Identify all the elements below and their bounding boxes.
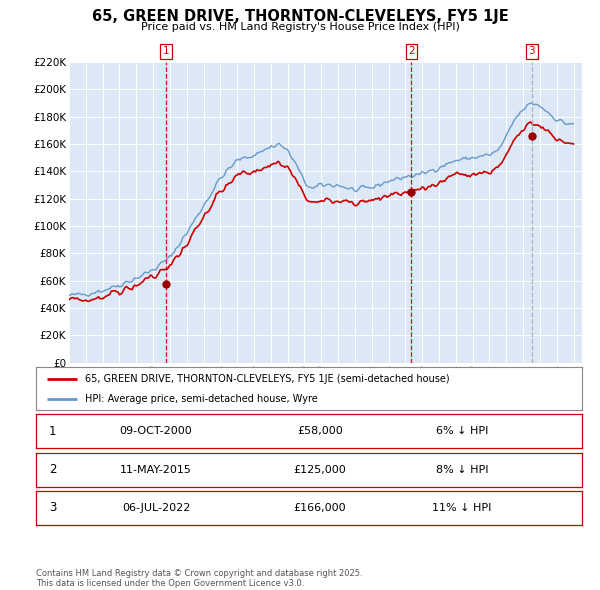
Text: 1: 1: [163, 47, 169, 57]
Text: 06-JUL-2022: 06-JUL-2022: [122, 503, 190, 513]
Text: 2: 2: [49, 463, 56, 476]
Text: £58,000: £58,000: [297, 427, 343, 436]
Text: 09-OCT-2000: 09-OCT-2000: [120, 427, 193, 436]
Text: 8% ↓ HPI: 8% ↓ HPI: [436, 465, 488, 474]
Text: 2: 2: [408, 47, 415, 57]
Text: 11-MAY-2015: 11-MAY-2015: [120, 465, 192, 474]
Text: 11% ↓ HPI: 11% ↓ HPI: [432, 503, 491, 513]
Text: £166,000: £166,000: [293, 503, 346, 513]
Text: 6% ↓ HPI: 6% ↓ HPI: [436, 427, 488, 436]
Text: 3: 3: [49, 502, 56, 514]
Text: Contains HM Land Registry data © Crown copyright and database right 2025.
This d: Contains HM Land Registry data © Crown c…: [36, 569, 362, 588]
Text: 1: 1: [49, 425, 56, 438]
Text: £125,000: £125,000: [293, 465, 346, 474]
Text: 65, GREEN DRIVE, THORNTON-CLEVELEYS, FY5 1JE (semi-detached house): 65, GREEN DRIVE, THORNTON-CLEVELEYS, FY5…: [85, 374, 450, 384]
Text: Price paid vs. HM Land Registry's House Price Index (HPI): Price paid vs. HM Land Registry's House …: [140, 22, 460, 32]
Text: HPI: Average price, semi-detached house, Wyre: HPI: Average price, semi-detached house,…: [85, 394, 318, 404]
Text: 3: 3: [529, 47, 535, 57]
Text: 65, GREEN DRIVE, THORNTON-CLEVELEYS, FY5 1JE: 65, GREEN DRIVE, THORNTON-CLEVELEYS, FY5…: [92, 9, 508, 24]
